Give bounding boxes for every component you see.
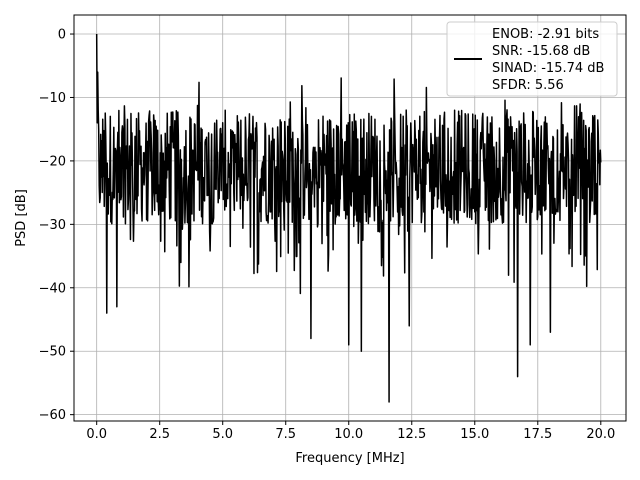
x-tick-label: 7.5 xyxy=(275,427,296,442)
x-tick-label: 10.0 xyxy=(334,427,363,442)
legend-entry-sinad: SINAD: -15.74 dB xyxy=(492,61,604,76)
x-tick-label: 12.5 xyxy=(397,427,426,442)
x-tick-label: 15.0 xyxy=(460,427,489,442)
y-tick-label: −40 xyxy=(39,281,66,296)
legend: ENOB: -2.91 bits SNR: -15.68 dB SINAD: -… xyxy=(446,21,618,97)
legend-entry-enob: ENOB: -2.91 bits xyxy=(492,27,599,42)
x-tick-label: 20.0 xyxy=(586,427,615,442)
y-axis-ticks: 0 −10 −20 −30 −40 −50 −60 xyxy=(39,28,74,423)
y-tick-label: 0 xyxy=(58,28,66,43)
y-tick-label: −10 xyxy=(39,91,66,106)
psd-line xyxy=(95,34,602,403)
y-tick-label: −60 xyxy=(39,408,66,423)
legend-box xyxy=(446,21,618,97)
plot-frame xyxy=(73,14,627,422)
x-axis-label: Frequency [MHz] xyxy=(295,451,404,466)
x-tick-label: 5.0 xyxy=(212,427,233,442)
x-tick-label: 17.5 xyxy=(523,427,552,442)
y-axis-label: PSD [dB] xyxy=(14,189,29,247)
y-tick-label: −30 xyxy=(39,218,66,233)
psd-series xyxy=(95,34,602,403)
x-axis-ticks: 0.0 2.5 5.0 7.5 10.0 12.5 15.0 17.5 20.0 xyxy=(86,421,615,442)
y-tick-label: −50 xyxy=(39,345,66,360)
legend-entry-snr: SNR: -15.68 dB xyxy=(492,44,590,59)
legend-entry-sfdr: SFDR: 5.56 xyxy=(492,78,564,93)
x-tick-label: 0.0 xyxy=(86,427,107,442)
x-tick-label: 2.5 xyxy=(149,427,170,442)
y-tick-label: −20 xyxy=(39,154,66,169)
